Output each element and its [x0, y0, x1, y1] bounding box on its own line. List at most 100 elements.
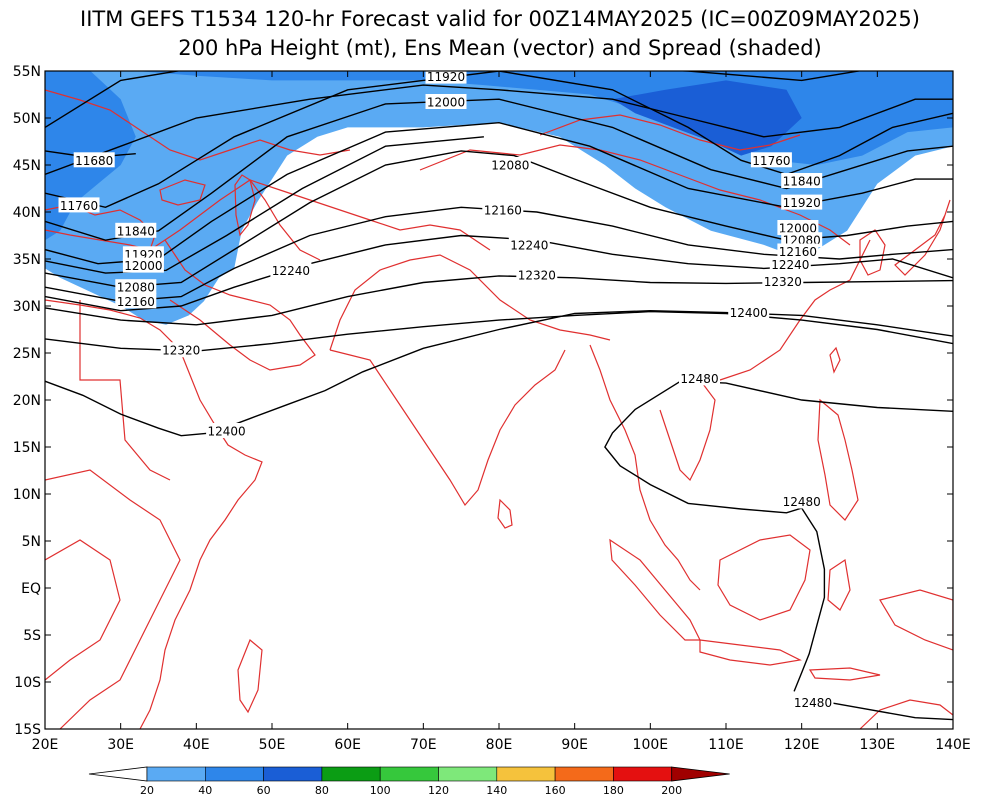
contour-label-bg: [679, 370, 720, 386]
contour-line-7: [45, 136, 484, 274]
contour-label: 12320: [764, 275, 802, 289]
contour-label-bg: [516, 267, 558, 282]
contour-label: 12320: [518, 269, 556, 283]
lon-tick-label: 120E: [784, 737, 820, 753]
lon-tick-label: 20E: [32, 737, 59, 753]
contour-label: 12000: [124, 259, 162, 273]
contour-label: 11760: [60, 199, 98, 213]
colorbar-swatch: [379, 766, 439, 782]
colorbar-label: 20: [140, 784, 154, 797]
contour-label: 12160: [117, 295, 155, 309]
contour-label: 12480: [794, 696, 832, 710]
coastline-vietnam: [659, 379, 716, 482]
lon-tick-label: 90E: [561, 737, 588, 753]
chart-title-line2: 200 hPa Height (mt), Ens Mean (vector) a…: [178, 36, 822, 60]
lat-tick-label: 55N: [13, 64, 41, 80]
contour-label: 12000: [427, 96, 465, 110]
contour-line-3: [45, 71, 953, 209]
colorbar-label: 40: [198, 784, 212, 797]
contour-label-bg: [762, 273, 804, 289]
lon-tick-label: 130E: [860, 737, 896, 753]
colorbar-label: 140: [486, 784, 507, 797]
contour-label-bg: [781, 173, 823, 188]
coastline-arabia: [164, 239, 316, 371]
map-axes: 55N 50N 45N 40N 35N 30N 25N 20N 15N 10N 5N EQ 5S 10S 1…: [13, 64, 971, 753]
java: [699, 639, 802, 666]
border-africa-3: [45, 539, 121, 681]
colorbar-swatch: [263, 766, 323, 782]
border-mongolia: [539, 114, 801, 151]
lat-tick-label: 15N: [13, 440, 41, 456]
contour-label-bg: [792, 694, 834, 710]
colorbar-label: 100: [370, 784, 391, 797]
lat-tick-label: 5N: [22, 534, 41, 550]
spread-60-80: [612, 80, 802, 156]
black-sea: [159, 179, 206, 206]
contour-label: 12400: [730, 306, 768, 320]
contour-label-bg: [425, 94, 467, 109]
border-africa-2: [45, 469, 181, 729]
lat-tick-label: 50N: [13, 111, 41, 127]
colorbar-label: 60: [257, 784, 271, 797]
lat-tick-label: 20N: [13, 393, 41, 409]
contour-label: 12480: [783, 495, 821, 509]
contour-label-bg: [508, 236, 550, 252]
contour-label-bg: [122, 257, 164, 273]
contour-label: 12000: [779, 222, 817, 236]
borneo: [717, 534, 811, 621]
contour-label-bg: [482, 202, 524, 218]
contour-label-bg: [750, 152, 792, 168]
chart-title-line1: IITM GEFS T1534 120-hr Forecast valid fo…: [80, 7, 920, 31]
contour-label: 12160: [779, 245, 817, 259]
colorbar-high-arrow: [671, 766, 730, 782]
philippines: [817, 398, 859, 521]
lon-tick-label: 80E: [486, 737, 513, 753]
contour-label-bg: [270, 262, 312, 278]
lon-tick-label: 70E: [410, 737, 437, 753]
colorbar-swatch: [496, 766, 556, 782]
contour-label: 12080: [491, 159, 529, 173]
contour-label: 12480: [680, 372, 718, 386]
colorbar-swatch: [438, 766, 498, 782]
border-africa-1: [79, 300, 171, 481]
contour-line-6: [45, 150, 953, 288]
colorbar-label: 200: [661, 784, 682, 797]
contour-label-bg: [115, 293, 157, 309]
contour-label: 11680: [75, 154, 113, 168]
contour-label-bg: [777, 243, 819, 259]
contour-label: 11920: [783, 196, 821, 210]
contour-label: 12400: [208, 425, 246, 439]
contour-label: 12240: [771, 258, 809, 272]
contour-label-bg: [781, 493, 823, 509]
australia: [859, 699, 953, 729]
lat-tick-label: 40N: [13, 205, 41, 221]
lon-tick-label: 30E: [107, 737, 134, 753]
contour-label: 12240: [272, 264, 310, 278]
contour-label-bg: [769, 256, 811, 272]
lat-tick-label: EQ: [21, 581, 41, 597]
contour-label: 12240: [510, 238, 548, 252]
contour-label-bg: [777, 220, 819, 235]
border-china: [419, 144, 851, 246]
contour-label: 12160: [484, 204, 522, 218]
lat-tick-label: 35N: [13, 252, 41, 268]
lat-tick-label: 10S: [14, 675, 41, 691]
contour-label-bg: [122, 246, 164, 262]
contour-label: 11760: [752, 154, 790, 168]
contour-label-bg: [425, 68, 467, 84]
coastlines: [45, 89, 953, 729]
contour-label-bg: [160, 342, 202, 358]
lon-tick-label: 140E: [935, 737, 971, 753]
lat-tick-label: 15S: [14, 722, 41, 738]
contour-line-14: [809, 698, 953, 721]
colorbar-label: 120: [428, 784, 449, 797]
colorbar-low-arrow: [88, 766, 148, 782]
lat-tick-label: 45N: [13, 158, 41, 174]
sulawesi: [827, 558, 851, 611]
contour-label-bg: [58, 197, 100, 213]
contour-label: 11920: [427, 70, 465, 84]
lon-tick-label: 60E: [334, 737, 361, 753]
colorbar-swatch: [613, 766, 673, 782]
contour-line-9: [45, 234, 953, 312]
